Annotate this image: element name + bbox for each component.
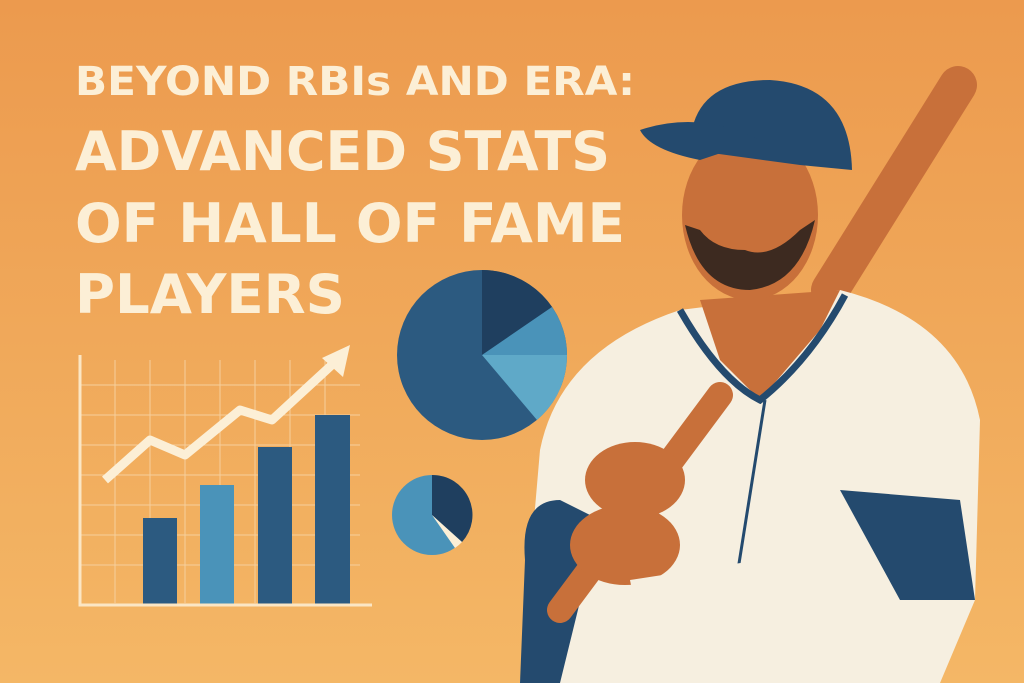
title-line: PLAYERS <box>75 263 345 326</box>
title-line: ADVANCED STATS <box>75 120 610 183</box>
title-line: BEYOND RBIs AND ERA: <box>75 59 635 105</box>
title-line: OF HALL OF FAME <box>75 192 625 255</box>
pie-small <box>392 474 473 555</box>
decorative-bars <box>143 415 350 604</box>
trend-arrow <box>102 358 339 484</box>
player <box>520 66 980 683</box>
arrow-head <box>322 345 350 377</box>
axes <box>78 355 372 607</box>
pie-large <box>397 270 568 440</box>
